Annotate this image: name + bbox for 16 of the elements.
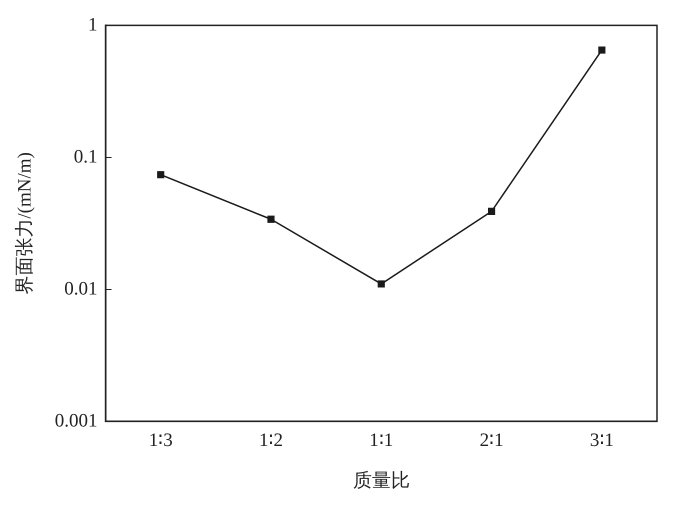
- x-tick-label: 3∶1: [590, 430, 614, 451]
- point: [267, 216, 275, 223]
- point: [488, 208, 496, 215]
- y-tick-label: 0.01: [64, 278, 98, 300]
- x-axis-title: 质量比: [352, 470, 410, 492]
- point: [598, 46, 606, 54]
- x-tick-label: 1∶2: [258, 430, 283, 451]
- point: [378, 280, 385, 288]
- x-tick-label: 2∶1: [480, 430, 504, 451]
- x-tick-label: 1∶1: [369, 430, 394, 451]
- y-tick-label: 0.001: [54, 410, 98, 432]
- y-tick-label: 0.1: [74, 146, 98, 168]
- y-axis-title: 界面张力/(mN/m): [14, 152, 36, 295]
- x-tick-label: 1∶3: [148, 430, 173, 451]
- y-tick-label: 1: [88, 14, 98, 36]
- point: [157, 171, 164, 178]
